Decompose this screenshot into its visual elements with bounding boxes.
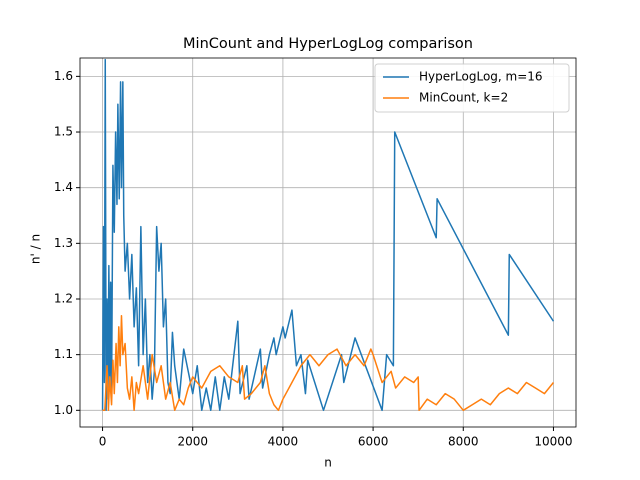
y-tick-label: 1.5 xyxy=(54,125,73,139)
x-tick-label: 8000 xyxy=(448,435,479,449)
y-tick-label: 1.2 xyxy=(54,291,73,305)
line-series xyxy=(101,58,555,412)
y-tick-label: 1.1 xyxy=(54,347,73,361)
line-series xyxy=(102,314,555,412)
x-tick-label: 0 xyxy=(99,435,107,449)
y-axis-label: n' / n xyxy=(29,234,43,264)
legend-label: HyperLogLog, m=16 xyxy=(419,70,543,84)
x-tick-label: 10000 xyxy=(534,435,572,449)
y-tick-label: 1.4 xyxy=(54,180,73,194)
y-tick-label: 1.6 xyxy=(54,69,73,83)
axes-frame xyxy=(79,57,577,428)
chart-title: MinCount and HyperLogLog comparison xyxy=(183,36,473,52)
x-tick-label: 2000 xyxy=(177,435,208,449)
legend-label: MinCount, k=2 xyxy=(419,91,508,105)
x-tick-label: 4000 xyxy=(268,435,299,449)
x-tick-label: 6000 xyxy=(358,435,389,449)
legend-box xyxy=(374,63,570,113)
y-tick-label: 1.0 xyxy=(54,403,73,417)
x-axis-label: n xyxy=(324,456,332,470)
y-tick-label: 1.3 xyxy=(54,236,73,250)
